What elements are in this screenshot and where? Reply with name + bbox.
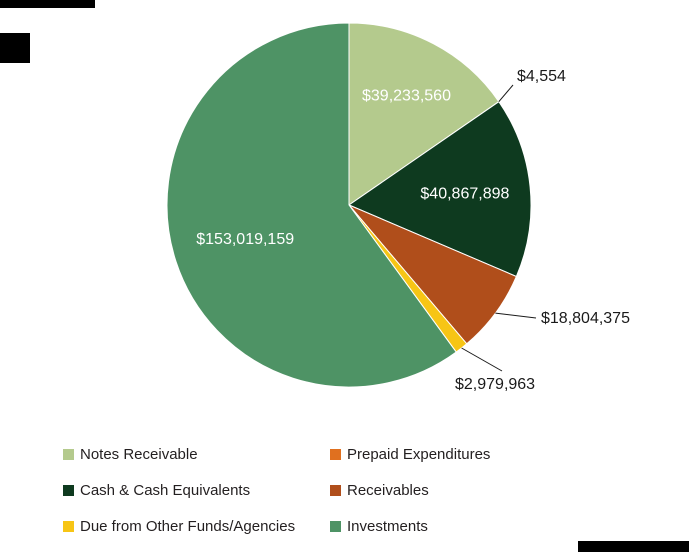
pie-slice-notes-receivable [348,22,500,206]
legend-swatch-investments [330,521,341,532]
slice-value-label-prepaid-expenditures: $4,554 [517,68,566,85]
decorative-black-square-left [0,33,30,63]
pie-chart: $39,233,560 $40,867,898 $153,019,159 $4,554… [166,22,630,393]
callout-line-receivables [495,312,537,319]
legend-swatch-prepaid-expenditures [330,449,341,460]
legend-label: Due from Other Funds/Agencies [80,518,296,535]
legend-item-cash-and-cash-equivalents: Cash & Cash Equivalents [63,482,330,499]
legend-item-receivables: Receivables [330,482,490,499]
slice-value-label-receivables: $18,804,375 [541,310,630,327]
legend-swatch-notes-receivable [63,449,74,460]
slice-value-label-notes-receivable: $39,233,560 [362,87,451,104]
chart-legend: Notes Receivable Prepaid Expenditures Cash… [63,446,490,535]
legend-item-due-from-other-funds-agencies: Due from Other Funds/Agencies [63,518,330,535]
decorative-black-bar-bottom-right [578,541,689,552]
legend-label: Investments [347,518,428,535]
legend-swatch-due-from-other-funds-agencies [63,521,74,532]
legend-label: Notes Receivable [80,446,198,463]
pie-slice-investments [166,22,457,388]
legend-item-prepaid-expenditures: Prepaid Expenditures [330,446,490,463]
callout-line-due-from-other-funds-agencies [461,347,503,372]
pie-slice-cash-and-cash-equivalents [347,100,532,278]
legend-label: Prepaid Expenditures [347,446,491,463]
legend-item-notes-receivable: Notes Receivable [63,446,330,463]
decorative-black-bar-top-left [0,0,95,8]
slice-value-label-investments: $153,019,159 [196,231,294,248]
legend-swatch-receivables [330,485,341,496]
legend-item-investments: Investments [330,518,490,535]
legend-label: Cash & Cash Equivalents [80,482,251,499]
legend-swatch-cash-and-cash-equivalents [63,485,74,496]
legend-label: Receivables [347,482,429,499]
slice-value-label-due-from-other-funds-agencies: $2,979,963 [455,376,535,393]
slice-value-label-cash-and-cash-equivalents: $40,867,898 [420,185,509,202]
callout-line-prepaid-expenditures [498,84,514,103]
